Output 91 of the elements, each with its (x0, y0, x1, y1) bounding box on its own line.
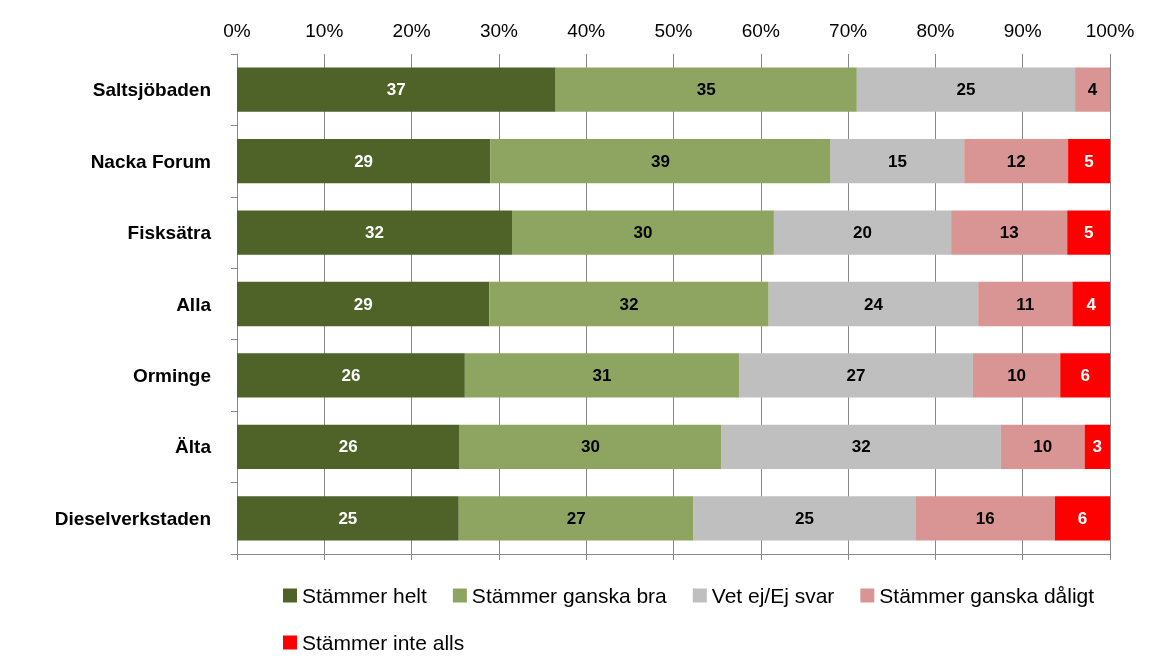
data-label: 30 (581, 437, 601, 457)
bar (978, 281, 1073, 327)
data-label: 6 (1077, 508, 1088, 528)
data-label: 35 (696, 80, 716, 100)
data-label: 32 (619, 294, 639, 314)
data-label: 25 (794, 508, 814, 528)
bar (555, 67, 857, 112)
bar (951, 210, 1068, 255)
data-label: 27 (566, 508, 586, 528)
data-label: 4 (1086, 294, 1097, 314)
data-label: 15 (887, 151, 907, 171)
data-label: 31 (592, 365, 612, 385)
bar (1055, 496, 1110, 541)
data-label: 16 (975, 508, 995, 528)
data-label: 10 (1007, 365, 1027, 385)
x-tick-label: 20% (392, 20, 431, 41)
data-label: 4 (1087, 80, 1098, 100)
data-label: 25 (338, 508, 358, 528)
data-label: 37 (386, 80, 406, 100)
bar (512, 210, 774, 255)
bar (773, 210, 952, 255)
bar (237, 67, 556, 112)
x-tick-label: 30% (479, 20, 519, 41)
bar (489, 281, 769, 327)
bar (237, 281, 490, 327)
data-label: 3 (1092, 437, 1103, 457)
bar (1060, 353, 1110, 398)
bar (237, 210, 512, 255)
x-tick-label: 60% (741, 20, 780, 41)
x-tick-label: 80% (916, 20, 955, 41)
bar (1072, 281, 1110, 327)
bar (237, 424, 460, 469)
data-label: 26 (338, 437, 358, 457)
legend-label: Vet ej/Ej svar (711, 584, 835, 607)
x-tick-label: 50% (654, 20, 693, 41)
data-label: 13 (999, 223, 1019, 243)
y-tick-label: Saltsjöbaden (92, 79, 211, 101)
data-label: 5 (1083, 223, 1094, 243)
data-label: 12 (1006, 151, 1026, 171)
legend-label: Stämmer ganska dåligt (879, 584, 1095, 607)
data-label: 10 (1033, 437, 1053, 457)
x-tick-label: 40% (567, 20, 606, 41)
data-label: 11 (1016, 294, 1035, 314)
y-tick-label: Orminge (132, 364, 211, 386)
x-tick-label: 90% (1003, 20, 1042, 41)
bar (1075, 67, 1110, 112)
bar (1000, 424, 1085, 469)
data-label: 32 (851, 437, 871, 457)
y-tick-label: Nacka Forum (90, 150, 211, 172)
y-tick-label: Alla (176, 293, 212, 315)
x-tick-label: 0% (223, 20, 251, 41)
bar (915, 496, 1055, 541)
legend-label: Stämmer ganska bra (471, 584, 668, 607)
x-tick-label: 100% (1085, 20, 1135, 41)
data-label: 30 (633, 223, 653, 243)
bar (972, 353, 1061, 398)
data-label: 6 (1080, 365, 1090, 385)
bar (459, 424, 722, 469)
bar (237, 353, 465, 398)
bar (721, 424, 1001, 469)
bar (693, 496, 916, 541)
legend-label: Stämmer helt (302, 584, 428, 607)
bar (237, 139, 491, 184)
x-tick-label: 70% (829, 20, 868, 41)
legend-label: Stämmer inte alls (302, 631, 465, 654)
bar (458, 496, 694, 541)
data-label: 27 (846, 365, 866, 385)
data-label: 24 (863, 294, 884, 314)
bar (1068, 139, 1110, 184)
y-tick-label: Dieselverkstaden (54, 507, 211, 529)
bar (1067, 210, 1110, 255)
data-label: 20 (853, 223, 872, 243)
y-tick-label: Fisksätra (127, 222, 212, 244)
bar (237, 496, 459, 541)
data-label: 26 (341, 365, 361, 385)
bar (1084, 424, 1110, 469)
x-tick-label: 10% (305, 20, 344, 41)
bar (964, 139, 1069, 184)
data-label: 29 (353, 294, 373, 314)
data-label: 5 (1084, 151, 1094, 171)
bar (490, 139, 831, 184)
data-label: 32 (365, 223, 384, 243)
bar (856, 67, 1076, 112)
bar (738, 353, 973, 398)
data-label: 39 (650, 151, 670, 171)
data-label: 25 (956, 80, 976, 100)
data-label: 29 (354, 151, 374, 171)
bar (768, 281, 979, 327)
y-tick-label: Älta (175, 436, 212, 458)
bar (464, 353, 739, 398)
bar (830, 139, 965, 184)
